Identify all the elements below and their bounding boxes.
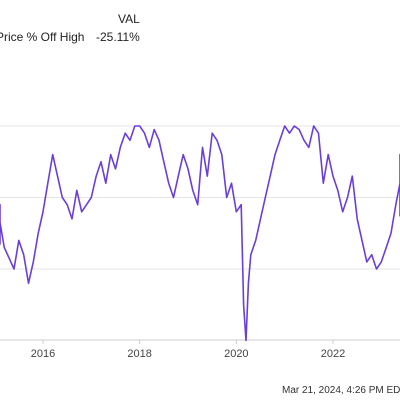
legend: VAL Price % Off High -25.11% xyxy=(0,12,140,44)
gridlines xyxy=(0,125,400,270)
footer-timestamp: Mar 21, 2024, 4:26 PM EDT Pow xyxy=(282,385,400,396)
legend-column-header: VAL xyxy=(118,12,140,26)
x-axis-ticks: 2016 2018 2020 2022 xyxy=(31,340,345,360)
x-tick-label: 2020 xyxy=(224,348,248,360)
series-line xyxy=(0,125,400,342)
x-tick-label: 2016 xyxy=(31,348,55,360)
legend-series-name: Price % Off High xyxy=(0,30,84,44)
x-tick-label: 2018 xyxy=(127,348,151,360)
x-tick-label: 2022 xyxy=(321,348,345,360)
series-layer xyxy=(0,125,400,342)
legend-series-current-value: -25.11% xyxy=(96,30,140,44)
